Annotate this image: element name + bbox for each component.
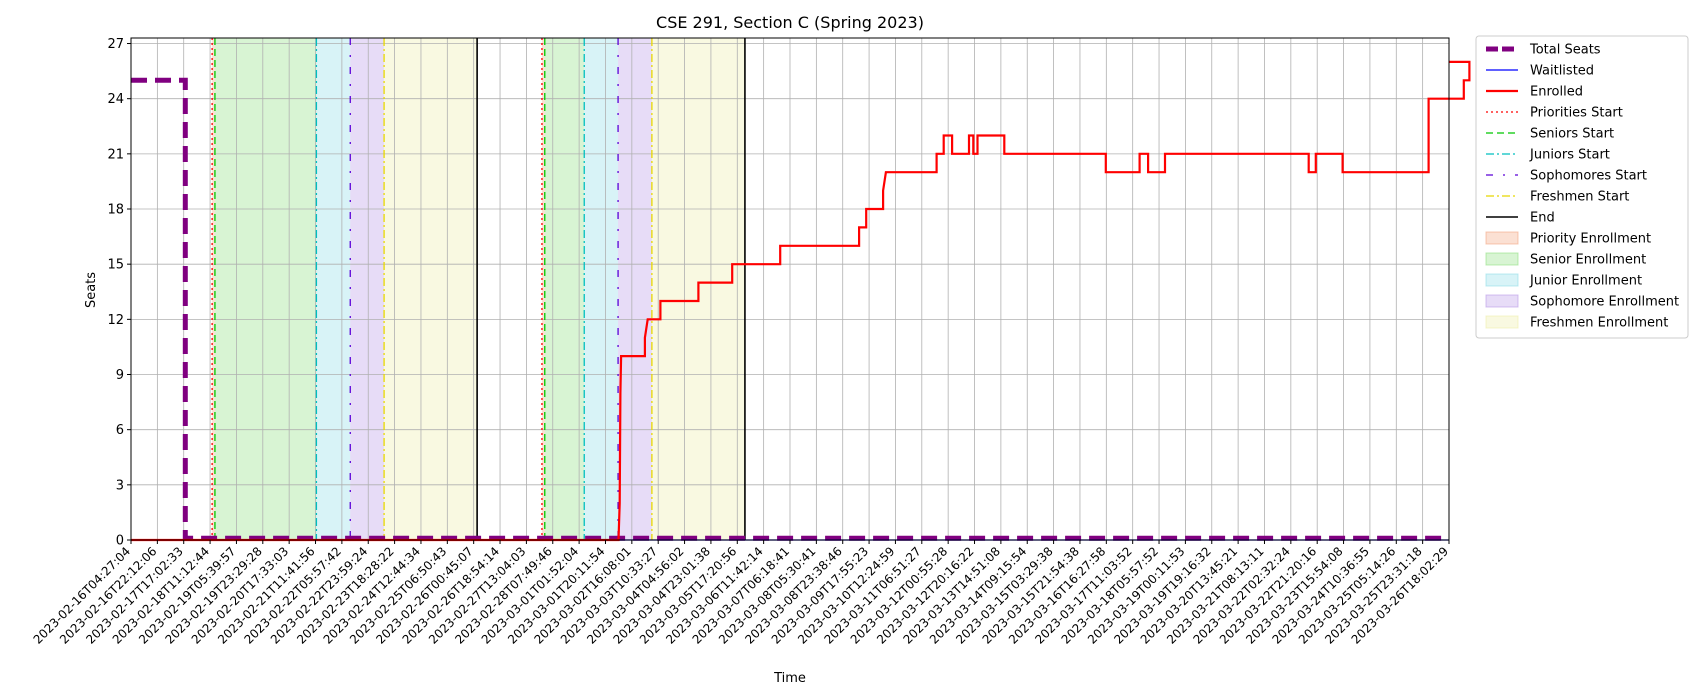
y-tick-label-5: 15 xyxy=(107,258,124,273)
legend-label-1: Waitlisted xyxy=(1530,64,1594,79)
y-tick-label-1: 3 xyxy=(116,478,124,493)
legend-swatch-12 xyxy=(1485,294,1519,308)
y-axis-label: Seats xyxy=(84,272,99,308)
legend-frame xyxy=(1475,35,1689,339)
series-line-0 xyxy=(131,77,1449,541)
legend-label-2: Enrolled xyxy=(1530,85,1583,100)
shaded-region-1-1 xyxy=(544,38,585,540)
y-tick-label-6: 18 xyxy=(107,203,124,218)
legend-label-10: Senior Enrollment xyxy=(1530,253,1646,268)
legend-swatch-10 xyxy=(1485,252,1519,266)
x-axis-label: Time xyxy=(773,671,806,686)
shaded-region-4-0 xyxy=(384,38,478,540)
y-tick-label-3: 9 xyxy=(116,368,124,383)
y-tick-label-2: 6 xyxy=(116,423,124,438)
y-tick-label-8: 24 xyxy=(107,92,124,107)
shaded-region-0-1 xyxy=(541,38,545,540)
legend-label-5: Juniors Start xyxy=(1529,148,1610,163)
shaded-region-3-1 xyxy=(618,38,652,540)
chart-title: CSE 291, Section C (Spring 2023) xyxy=(656,13,924,32)
legend-swatch-11 xyxy=(1485,273,1519,287)
y-tick-label-9: 27 xyxy=(107,37,124,52)
legend-label-8: End xyxy=(1530,211,1555,226)
shaded-region-2-1 xyxy=(584,38,619,540)
legend-swatch-9 xyxy=(1485,231,1519,245)
legend-label-12: Sophomore Enrollment xyxy=(1530,295,1679,310)
plot-area: 03691215182124272023-02-16T04:27:042023-… xyxy=(31,37,1471,647)
legend-label-11: Junior Enrollment xyxy=(1529,274,1642,289)
y-tick-label-4: 12 xyxy=(107,313,124,328)
shaded-region-0-0 xyxy=(212,38,215,540)
legend-label-7: Freshmen Start xyxy=(1530,190,1629,205)
y-tick-label-0: 0 xyxy=(116,534,124,549)
series-line-2 xyxy=(131,60,1471,542)
shaded-region-2-0 xyxy=(316,38,351,540)
legend: Total Seats Waitlisted Enrolled Priorities … xyxy=(1475,35,1689,339)
legend-swatch-13 xyxy=(1485,315,1519,329)
legend-label-3: Priorities Start xyxy=(1530,106,1623,121)
legend-label-0: Total Seats xyxy=(1529,43,1601,58)
shaded-region-3-0 xyxy=(350,38,385,540)
shaded-region-1-0 xyxy=(214,38,317,540)
legend-label-6: Sophomores Start xyxy=(1530,169,1647,184)
legend-label-4: Seniors Start xyxy=(1530,127,1614,142)
y-tick-label-7: 21 xyxy=(107,147,124,162)
legend-label-13: Freshmen Enrollment xyxy=(1530,316,1668,331)
legend-label-9: Priority Enrollment xyxy=(1530,232,1651,247)
